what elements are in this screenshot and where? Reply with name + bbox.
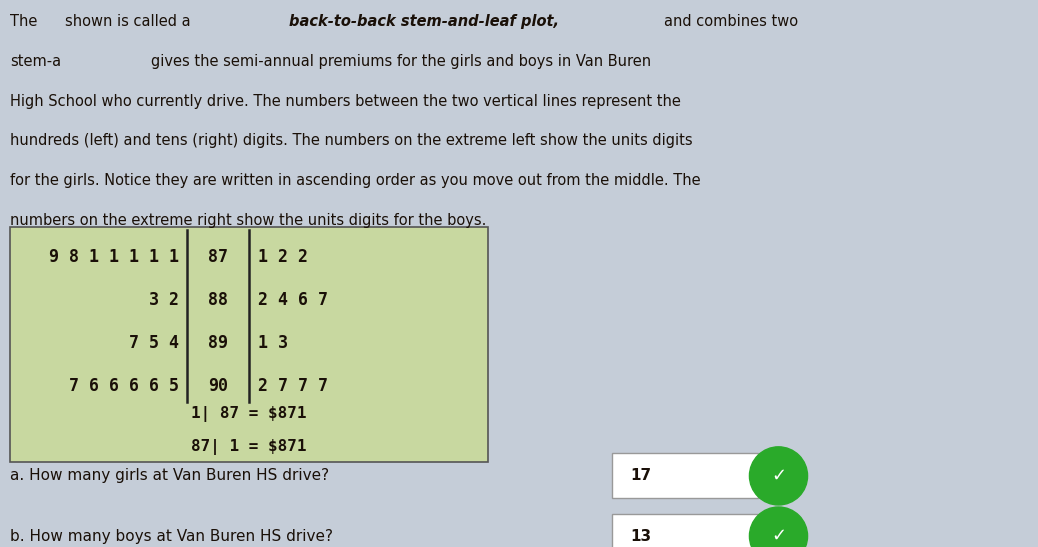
FancyBboxPatch shape bbox=[10, 227, 488, 462]
Text: shown is called a: shown is called a bbox=[65, 14, 191, 28]
Text: High School who currently drive. The numbers between the two vertical lines repr: High School who currently drive. The num… bbox=[10, 94, 681, 108]
Text: 9 8 1 1 1 1 1: 9 8 1 1 1 1 1 bbox=[49, 248, 179, 266]
Text: 87: 87 bbox=[208, 248, 228, 266]
Text: ✓: ✓ bbox=[771, 527, 786, 545]
Text: b. How many boys at Van Buren HS drive?: b. How many boys at Van Buren HS drive? bbox=[10, 528, 333, 544]
Text: 87| 1 = $871: 87| 1 = $871 bbox=[191, 439, 307, 455]
Text: 1| 87 = $871: 1| 87 = $871 bbox=[191, 406, 307, 422]
Text: 2 7 7 7: 2 7 7 7 bbox=[257, 377, 328, 395]
Text: a. How many girls at Van Buren HS drive?: a. How many girls at Van Buren HS drive? bbox=[10, 468, 329, 484]
Ellipse shape bbox=[749, 507, 808, 547]
Text: 3 2: 3 2 bbox=[148, 291, 179, 309]
Text: 7 5 4: 7 5 4 bbox=[129, 334, 179, 352]
Text: 90: 90 bbox=[208, 377, 228, 395]
Text: numbers on the extreme right show the units digits for the boys.: numbers on the extreme right show the un… bbox=[10, 213, 487, 228]
Text: 13: 13 bbox=[630, 528, 651, 544]
Text: 1 2 2: 1 2 2 bbox=[257, 248, 307, 266]
Text: The: The bbox=[10, 14, 37, 28]
Text: gives the semi-annual premiums for the girls and boys in Van Buren: gives the semi-annual premiums for the g… bbox=[151, 54, 651, 68]
Text: 17: 17 bbox=[630, 468, 651, 484]
Text: 89: 89 bbox=[208, 334, 228, 352]
Text: back-to-back stem-and-leaf plot,: back-to-back stem-and-leaf plot, bbox=[289, 14, 558, 28]
Text: 1 3: 1 3 bbox=[257, 334, 288, 352]
Text: 7 6 6 6 6 5: 7 6 6 6 6 5 bbox=[69, 377, 179, 395]
FancyBboxPatch shape bbox=[612, 453, 758, 498]
Text: ✓: ✓ bbox=[771, 467, 786, 485]
Text: 88: 88 bbox=[208, 291, 228, 309]
Text: hundreds (left) and tens (right) digits. The numbers on the extreme left show th: hundreds (left) and tens (right) digits.… bbox=[10, 133, 693, 148]
Text: for the girls. Notice they are written in ascending order as you move out from t: for the girls. Notice they are written i… bbox=[10, 173, 701, 188]
Text: and combines two: and combines two bbox=[664, 14, 798, 28]
FancyBboxPatch shape bbox=[612, 514, 758, 547]
Text: stem-a: stem-a bbox=[10, 54, 61, 68]
Ellipse shape bbox=[749, 447, 808, 505]
Text: 2 4 6 7: 2 4 6 7 bbox=[257, 291, 328, 309]
